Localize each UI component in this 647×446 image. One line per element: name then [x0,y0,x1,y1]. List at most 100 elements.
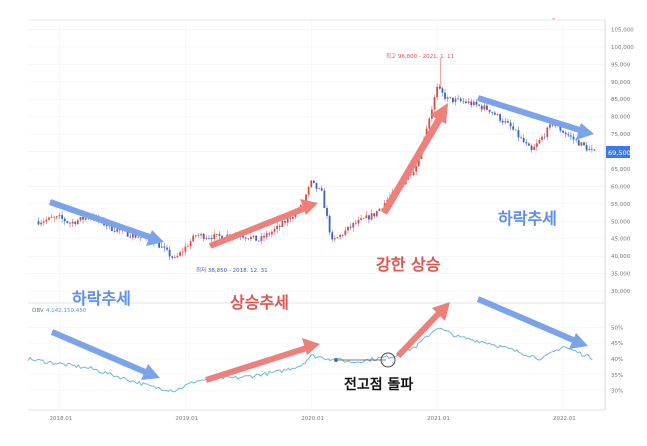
candle-body [74,221,77,225]
obv-tick-label: 50% [611,325,623,331]
candle-body [263,236,265,238]
obv-tick-label: 30% [611,389,623,395]
candle-body [66,221,69,223]
candle-body [42,221,45,223]
price-axis: 30,000 35,000 40,000 45,000 50,000 55,000 60,0… [611,27,634,295]
candle-body [69,222,71,224]
candle-body [457,98,460,100]
candle-body [289,217,292,219]
candle-body [480,105,483,110]
candle-body [375,211,378,217]
candle-body [572,136,575,140]
strong-rise-arrow-shaft [380,116,444,215]
candle-body [176,255,179,258]
uptrend-arrow-shaft [208,204,310,249]
time-axis: 2018.01 2019.01 2020.01 2021.01 2022.01 [49,416,575,422]
candle-body [265,233,268,238]
candle-body [462,101,465,102]
obv-tick-label: 40% [611,357,623,363]
candle-body [567,134,570,136]
price-tick-label: 45,000 [611,237,631,243]
label-uptrend: 상승추세 [230,293,289,312]
candle-body [58,215,61,217]
price-tick-label: 60,000 [611,184,631,190]
obv-legend-name: OBV [32,308,44,314]
candle-body [530,145,533,151]
candle-body [168,249,171,257]
candle-body [105,225,108,227]
candle-body [360,218,362,220]
candle-body [179,252,182,256]
candle-body [61,215,63,219]
candle-body [488,109,491,112]
candle-body [522,137,525,143]
candle-body [76,220,79,225]
candle-body [271,231,273,235]
candle-body [323,190,326,208]
candle-body [160,246,163,248]
candle-body [244,237,247,239]
candle-body [486,105,488,110]
price-tick-label: 85,000 [611,97,631,103]
price-tick-label: 75,000 [611,132,631,138]
candle-body [166,247,168,250]
candle-body [451,97,454,103]
obv-axis: 30% 35% 40% 45% 50% [611,325,623,394]
candle-body [444,92,446,99]
candle-body [215,234,218,235]
current-price-badge [606,146,630,158]
candlestick-series [37,58,596,261]
candle-body [200,234,202,236]
candle-body [173,257,176,258]
low-annotation: 최저 36,850 - 2018. 12. 31 [196,266,268,274]
candle-body [417,158,420,167]
candle-body [467,101,470,104]
candle-body [291,217,294,219]
candle-body [491,111,494,113]
candle-body [493,112,496,115]
candle-body [428,118,431,129]
candle-body [331,232,334,240]
candle-body [192,235,195,242]
candle-body [459,98,462,102]
downtrend-arrow-2-shaft [477,95,587,135]
candle-body [255,235,258,241]
price-tick-label: 30,000 [611,289,631,295]
obv-tick-label: 45% [611,341,623,347]
candle-body [580,142,583,146]
uptrend-arrow-head [300,199,318,215]
price-tick-label: 100,000 [611,45,634,51]
price-tick-label: 40,000 [611,254,631,260]
grid [28,20,605,410]
candle-body [129,236,132,238]
candle-body [315,182,318,189]
candle-body [40,222,43,225]
price-tick-label: 35,000 [611,272,631,278]
candle-body [475,101,478,105]
price-tick-label: 105,000 [611,27,634,33]
obv-up-arrow-head [302,338,320,355]
candle-body [433,97,436,110]
candle-body [333,238,336,240]
downtrend-arrow-2-head [576,123,594,140]
price-tick-label: 90,000 [611,80,631,86]
candle-body [446,97,449,99]
candle-body [63,218,66,222]
candle-body [549,124,551,128]
label-downtrend-2: 하락추세 [498,209,557,228]
candle-body [373,213,376,217]
candle-body [48,217,50,220]
price-tick-label: 80,000 [611,115,631,121]
price-tick-label: 50,000 [611,219,631,225]
candle-body [284,221,286,223]
candle-body [354,222,357,224]
obv-tick-label: 35% [611,373,623,379]
time-tick-label: 2019.01 [175,416,198,422]
candle-body [221,235,223,240]
candle-body [218,234,221,236]
candle-body [588,149,591,151]
time-tick-label: 2020.01 [301,416,324,422]
obv-down-arrow-1-head [141,364,160,380]
candle-body [441,88,444,93]
